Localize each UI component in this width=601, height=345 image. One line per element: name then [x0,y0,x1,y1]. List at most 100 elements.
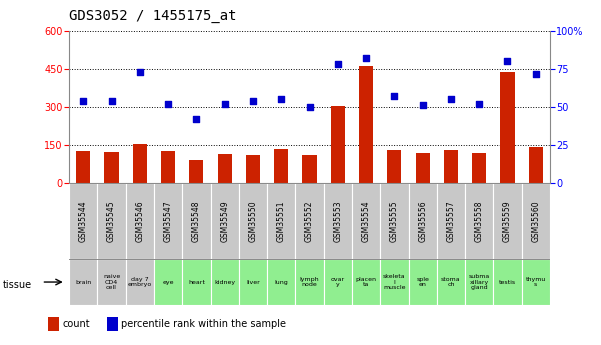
Text: GSM35552: GSM35552 [305,200,314,242]
Bar [522,183,550,259]
Bar [97,259,126,305]
Point [333,62,343,67]
Bar [48,317,59,331]
Bar [154,183,182,259]
Text: stoma
ch: stoma ch [441,277,461,287]
Text: skeleta
l
muscle: skeleta l muscle [383,274,406,290]
Bar [387,150,401,183]
Text: lymph
node: lymph node [300,277,319,287]
Bar [352,259,380,305]
Text: subma
xillary
gland: subma xillary gland [469,274,490,290]
Text: GSM35559: GSM35559 [503,200,512,242]
Bar [267,183,295,259]
Bar [182,259,210,305]
Point [502,59,512,64]
Text: brain: brain [75,279,91,285]
Bar [359,67,373,183]
Text: naive
CD4
cell: naive CD4 cell [103,274,120,290]
Text: ovar
y: ovar y [331,277,345,287]
Text: thymu
s: thymu s [526,277,546,287]
Text: GSM35547: GSM35547 [163,200,172,242]
Text: GSM35545: GSM35545 [107,200,116,242]
Bar [409,259,437,305]
Bar [239,259,267,305]
Point [276,97,286,102]
Text: GSM35553: GSM35553 [334,200,343,242]
Text: GSM35558: GSM35558 [475,200,484,242]
Text: heart: heart [188,279,205,285]
Bar [444,150,458,183]
Text: GSM35560: GSM35560 [531,200,540,242]
Bar [154,259,182,305]
Bar [210,183,239,259]
Bar [324,259,352,305]
Text: GSM35544: GSM35544 [79,200,88,242]
Bar [437,259,465,305]
Text: tissue: tissue [3,280,32,289]
Bar [522,259,550,305]
Text: liver: liver [246,279,260,285]
Bar [472,153,486,183]
Point [163,101,173,107]
Bar [69,259,97,305]
Text: GSM35551: GSM35551 [276,200,285,242]
Text: GSM35554: GSM35554 [362,200,371,242]
Bar [218,154,232,183]
Bar [302,155,317,183]
Bar [324,183,352,259]
Text: GSM35557: GSM35557 [447,200,456,242]
Point [305,104,314,110]
Bar [501,71,514,183]
Text: sple
en: sple en [416,277,429,287]
Bar [69,183,97,259]
Bar [182,183,210,259]
Point [418,103,427,108]
Point [531,71,540,76]
Text: GSM35550: GSM35550 [248,200,257,242]
Point [446,97,456,102]
Text: GSM35548: GSM35548 [192,200,201,242]
Bar [352,183,380,259]
Bar [437,183,465,259]
Point [248,98,258,104]
Bar [105,152,118,183]
Point [474,101,484,107]
Bar [161,151,175,183]
Bar [189,160,204,183]
Point [192,116,201,122]
Text: kidney: kidney [214,279,235,285]
Point [220,101,230,107]
Bar [529,147,543,183]
Bar [295,259,324,305]
Bar [415,153,430,183]
Bar [133,144,147,183]
Text: GSM35546: GSM35546 [135,200,144,242]
Text: GSM35556: GSM35556 [418,200,427,242]
Text: percentile rank within the sample: percentile rank within the sample [121,319,286,329]
Point [361,56,371,61]
Bar [267,259,295,305]
Bar [274,149,288,183]
Text: GDS3052 / 1455175_at: GDS3052 / 1455175_at [69,9,237,23]
Text: lung: lung [275,279,288,285]
Text: placen
ta: placen ta [356,277,377,287]
Point [389,93,399,99]
Bar [126,259,154,305]
Bar [97,183,126,259]
Bar [409,183,437,259]
Bar [107,317,118,331]
Text: eye: eye [162,279,174,285]
Bar [380,259,409,305]
Text: GSM35549: GSM35549 [220,200,229,242]
Text: day 7
embryо: day 7 embryо [127,277,152,287]
Bar [210,259,239,305]
Text: testis: testis [499,279,516,285]
Point [107,98,117,104]
Bar [295,183,324,259]
Bar [246,155,260,183]
Bar [493,259,522,305]
Bar [380,183,409,259]
Bar [465,259,493,305]
Bar [465,183,493,259]
Text: GSM35555: GSM35555 [390,200,399,242]
